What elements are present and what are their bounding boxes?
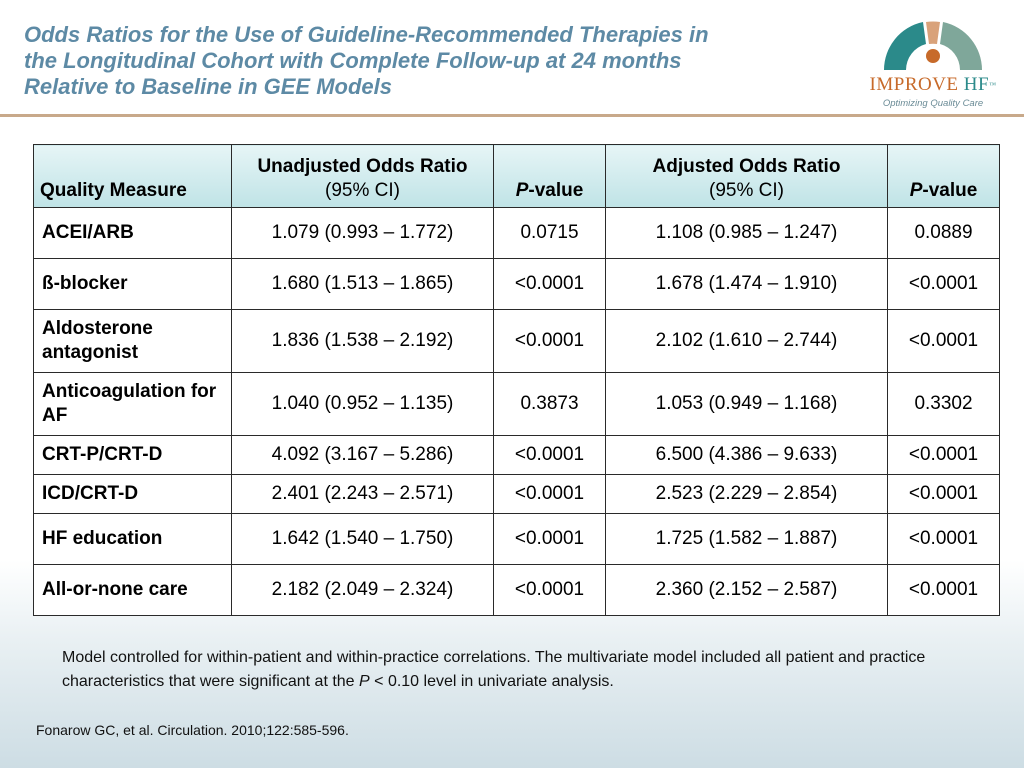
footnote-p-italic: P bbox=[359, 673, 370, 690]
cell-adjusted-p: <0.0001 bbox=[887, 474, 1000, 514]
cell-adjusted-or: 1.053 (0.949 – 1.168) bbox=[605, 372, 888, 436]
cell-unadjusted-or: 4.092 (3.167 – 5.286) bbox=[231, 435, 494, 475]
cell-unadjusted-p: <0.0001 bbox=[493, 564, 606, 616]
cell-measure: CRT-P/CRT-D bbox=[33, 435, 232, 475]
logo-tagline: Optimizing Quality Care bbox=[882, 98, 984, 109]
cell-measure: Anticoagulation for AF bbox=[33, 372, 232, 436]
cell-adjusted-or: 1.678 (1.474 – 1.910) bbox=[605, 258, 888, 310]
cell-adjusted-p: <0.0001 bbox=[887, 564, 1000, 616]
cell-adjusted-p: 0.0889 bbox=[887, 207, 1000, 259]
cell-unadjusted-or: 1.040 (0.952 – 1.135) bbox=[231, 372, 494, 436]
title-line-2: the Longitudinal Cohort with Complete Fo… bbox=[24, 48, 682, 73]
header-adjusted-or: Adjusted Odds Ratio (95% CI) bbox=[605, 144, 888, 208]
cell-adjusted-p: <0.0001 bbox=[887, 309, 1000, 373]
cell-unadjusted-p: <0.0001 bbox=[493, 309, 606, 373]
cell-adjusted-or: 2.360 (2.152 – 2.587) bbox=[605, 564, 888, 616]
title-line-3: Relative to Baseline in GEE Models bbox=[24, 74, 392, 99]
header-quality-measure: Quality Measure bbox=[33, 144, 232, 208]
cell-unadjusted-p: <0.0001 bbox=[493, 513, 606, 565]
cell-adjusted-p: <0.0001 bbox=[887, 435, 1000, 475]
header-adjusted-p-value: P-value bbox=[887, 144, 1000, 208]
cell-unadjusted-or: 1.079 (0.993 – 1.772) bbox=[231, 207, 494, 259]
cell-adjusted-or: 1.108 (0.985 – 1.247) bbox=[605, 207, 888, 259]
cell-measure: HF education bbox=[33, 513, 232, 565]
cell-measure: ACEI/ARB bbox=[33, 207, 232, 259]
cell-measure: All-or-none care bbox=[33, 564, 232, 616]
table-row: CRT-P/CRT-D 4.092 (3.167 – 5.286) <0.000… bbox=[33, 435, 1000, 475]
footnote-text-1: Model controlled for within-patient and … bbox=[62, 649, 926, 690]
cell-unadjusted-p: 0.3873 bbox=[493, 372, 606, 436]
cell-unadjusted-or: 1.836 (1.538 – 2.192) bbox=[231, 309, 494, 373]
cell-adjusted-or: 6.500 (4.386 – 9.633) bbox=[605, 435, 888, 475]
cell-unadjusted-or: 2.401 (2.243 – 2.571) bbox=[231, 474, 494, 514]
cell-unadjusted-p: <0.0001 bbox=[493, 258, 606, 310]
logo-trademark: ™ bbox=[989, 81, 997, 89]
table-row: All-or-none care 2.182 (2.049 – 2.324) <… bbox=[33, 564, 1000, 616]
table-row: Aldosterone antagonist 1.836 (1.538 – 2.… bbox=[33, 309, 1000, 373]
cell-adjusted-p: 0.3302 bbox=[887, 372, 1000, 436]
cell-measure: Aldosterone antagonist bbox=[33, 309, 232, 373]
cell-unadjusted-or: 2.182 (2.049 – 2.324) bbox=[231, 564, 494, 616]
logo-brand-text: IMPROVE HF™ bbox=[858, 74, 1008, 96]
table-row: HF education 1.642 (1.540 – 1.750) <0.00… bbox=[33, 513, 1000, 565]
improve-hf-logo: IMPROVE HF™ Optimizing Quality Care bbox=[858, 18, 1008, 109]
cell-adjusted-p: <0.0001 bbox=[887, 513, 1000, 565]
cell-unadjusted-p: <0.0001 bbox=[493, 435, 606, 475]
cell-adjusted-or: 1.725 (1.582 – 1.887) bbox=[605, 513, 888, 565]
table-row: ICD/CRT-D 2.401 (2.243 – 2.571) <0.0001 … bbox=[33, 474, 1000, 514]
citation: Fonarow GC, et al. Circulation. 2010;122… bbox=[36, 722, 349, 738]
cell-unadjusted-or: 1.680 (1.513 – 1.865) bbox=[231, 258, 494, 310]
model-footnote: Model controlled for within-patient and … bbox=[62, 646, 982, 694]
logo-arch-icon bbox=[884, 21, 982, 70]
header-unadjusted-or: Unadjusted Odds Ratio (95% CI) bbox=[231, 144, 494, 208]
header-unadjusted-p-value: P-value bbox=[493, 144, 606, 208]
cell-adjusted-or: 2.102 (1.610 – 2.744) bbox=[605, 309, 888, 373]
table-row: ß-blocker 1.680 (1.513 – 1.865) <0.0001 … bbox=[33, 258, 1000, 310]
cell-unadjusted-or: 1.642 (1.540 – 1.750) bbox=[231, 513, 494, 565]
table-row: Anticoagulation for AF 1.040 (0.952 – 1.… bbox=[33, 372, 1000, 436]
cell-measure: ß-blocker bbox=[33, 258, 232, 310]
cell-unadjusted-p: 0.0715 bbox=[493, 207, 606, 259]
logo-brand-main: IMPROVE bbox=[869, 74, 959, 95]
title-divider bbox=[0, 114, 1024, 117]
cell-adjusted-or: 2.523 (2.229 – 2.854) bbox=[605, 474, 888, 514]
cell-unadjusted-p: <0.0001 bbox=[493, 474, 606, 514]
table-header-row: Quality Measure Unadjusted Odds Ratio (9… bbox=[33, 144, 1000, 208]
odds-ratio-table: Quality Measure Unadjusted Odds Ratio (9… bbox=[33, 144, 1000, 616]
title-line-1: Odds Ratios for the Use of Guideline-Rec… bbox=[24, 22, 709, 47]
table-row: ACEI/ARB 1.079 (0.993 – 1.772) 0.0715 1.… bbox=[33, 207, 1000, 259]
logo-brand-hf: HF bbox=[963, 74, 990, 95]
footnote-text-2: < 0.10 level in univariate analysis. bbox=[369, 673, 614, 690]
slide-title: Odds Ratios for the Use of Guideline-Rec… bbox=[24, 22, 844, 100]
cell-measure: ICD/CRT-D bbox=[33, 474, 232, 514]
cell-adjusted-p: <0.0001 bbox=[887, 258, 1000, 310]
